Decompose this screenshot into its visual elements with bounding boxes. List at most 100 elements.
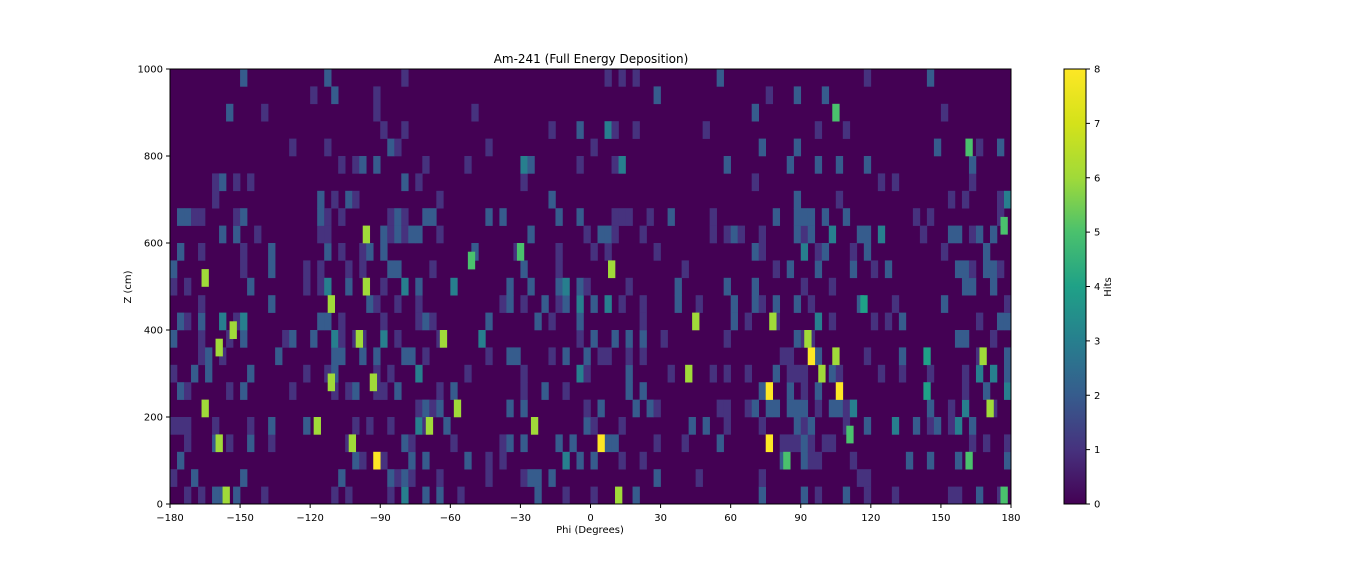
heatmap-bin <box>401 69 409 87</box>
y-axis: 0 200 400 600 800 1000 <box>138 65 170 511</box>
heatmap-bin <box>394 138 402 157</box>
colorbar-tick-label: 5 <box>1094 228 1100 239</box>
heatmap-bin <box>261 486 269 505</box>
heatmap-bin <box>240 243 248 261</box>
heatmap-bin <box>814 243 823 261</box>
heatmap-bin <box>828 434 837 453</box>
heatmap-bin <box>219 225 227 244</box>
heatmap-bin <box>555 208 563 226</box>
heatmap-bin <box>590 330 598 348</box>
heatmap-bin <box>758 295 767 313</box>
y-tick-label: 200 <box>144 413 163 424</box>
heatmap-bin <box>359 260 367 279</box>
heatmap-bin <box>219 173 227 192</box>
heatmap-bin <box>863 417 872 435</box>
heatmap-bin <box>835 190 844 209</box>
heatmap-bin <box>954 417 963 435</box>
heatmap-bin <box>758 138 767 157</box>
heatmap-bin <box>415 312 423 331</box>
heatmap-bin <box>387 486 395 505</box>
heatmap-cell <box>860 295 868 313</box>
heatmap-bin <box>968 225 977 244</box>
heatmap-bin <box>639 330 647 348</box>
heatmap-bin <box>898 347 907 366</box>
heatmap-bin <box>345 260 353 279</box>
heatmap-bin <box>842 208 851 226</box>
heatmap-bin <box>240 330 248 348</box>
heatmap-bin <box>926 208 935 226</box>
heatmap-bin <box>338 330 346 348</box>
heatmap-bin <box>422 399 430 418</box>
heatmap-bin <box>436 469 444 487</box>
heatmap-cell <box>229 321 237 339</box>
heatmap-bin <box>240 260 248 279</box>
heatmap-bin <box>184 382 192 400</box>
heatmap-bin <box>1003 190 1012 209</box>
heatmap-bin <box>646 399 654 418</box>
y-tick-label: 400 <box>144 326 163 337</box>
heatmap-bin <box>191 364 199 383</box>
heatmap-bin <box>716 69 724 87</box>
heatmap-bin <box>618 208 626 226</box>
heatmap-bin <box>793 434 802 453</box>
heatmap-bin <box>793 225 802 244</box>
heatmap-bin <box>870 260 879 279</box>
heatmap-bin <box>436 486 444 505</box>
heatmap-bin <box>324 277 332 296</box>
heatmap-bin <box>996 312 1005 331</box>
heatmap-bin <box>814 451 823 470</box>
heatmap-bin <box>632 69 640 87</box>
heatmap-bin <box>793 190 802 209</box>
heatmap-bin <box>618 69 626 87</box>
heatmap-bin <box>821 434 830 453</box>
heatmap-bin <box>436 225 444 244</box>
heatmap-bin <box>583 277 591 296</box>
heatmap-bin <box>478 330 486 348</box>
heatmap-bin <box>653 399 661 418</box>
heatmap-bin <box>954 486 963 505</box>
heatmap-cell <box>355 330 364 348</box>
heatmap-bin <box>562 295 570 313</box>
heatmap-bin <box>198 312 206 331</box>
heatmap-cell <box>804 330 812 348</box>
heatmap-bin <box>499 434 507 453</box>
heatmap-bin <box>317 260 325 279</box>
heatmap-bin <box>352 382 360 400</box>
heatmap-bin <box>212 486 220 505</box>
heatmap-bin <box>212 190 220 209</box>
heatmap-bin <box>639 382 647 400</box>
heatmap-bin <box>170 469 178 487</box>
heatmap-cell <box>979 347 987 366</box>
heatmap-bin <box>723 417 731 435</box>
heatmap-cell <box>516 243 525 261</box>
heatmap-bin <box>485 208 493 226</box>
heatmap-bin <box>625 347 633 366</box>
heatmap-bin <box>422 312 430 331</box>
heatmap-bin <box>415 277 423 296</box>
heatmap-bin <box>807 417 816 435</box>
heatmap-bin <box>919 225 928 244</box>
colorbar-gradient <box>1063 68 1087 505</box>
heatmap-bin <box>394 208 402 226</box>
heatmap-bin <box>926 69 935 87</box>
heatmap-bin <box>331 190 339 209</box>
heatmap-bin <box>359 156 367 174</box>
heatmap-bin <box>926 364 935 383</box>
heatmap-bin <box>681 260 689 279</box>
heatmap-bin <box>198 347 206 366</box>
heatmap-bin <box>527 277 535 296</box>
heatmap-bin <box>611 156 619 174</box>
heatmap-bin <box>982 434 991 453</box>
heatmap-bin <box>905 451 914 470</box>
heatmap-bin <box>394 469 402 487</box>
heatmap-bin <box>366 295 374 313</box>
heatmap-bin <box>324 138 332 157</box>
heatmap-bin <box>961 277 970 296</box>
heatmap-bin <box>401 469 409 487</box>
heatmap-bin <box>800 243 809 261</box>
heatmap-bin <box>233 208 241 226</box>
heatmap-bin <box>576 330 584 348</box>
heatmap-bin <box>177 382 185 400</box>
heatmap-bin <box>562 382 570 400</box>
